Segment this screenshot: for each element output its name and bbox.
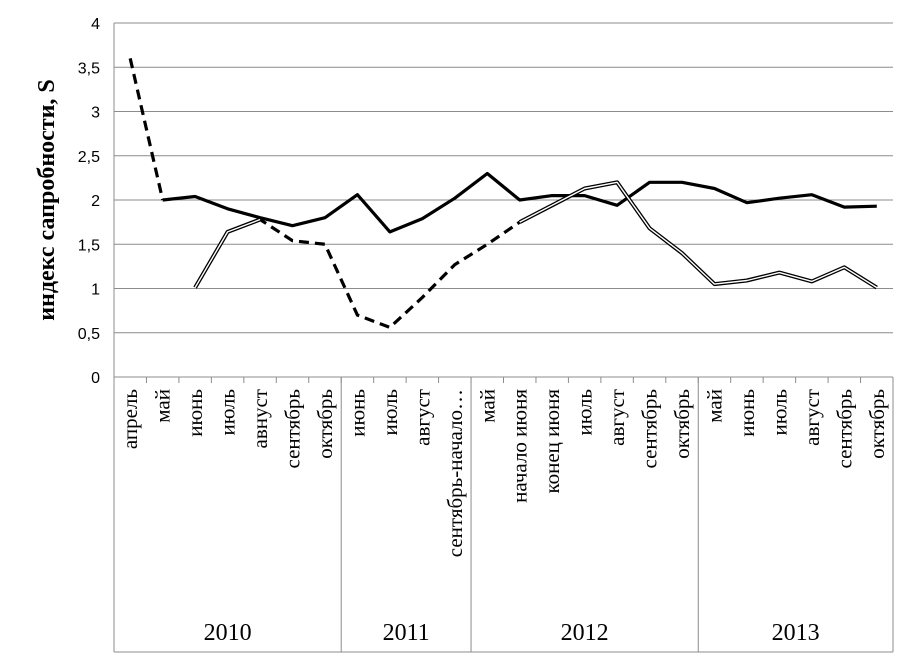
series-line	[128, 58, 165, 201]
x-tick-label: авнуст	[248, 389, 272, 448]
x-tick-label: август	[410, 389, 434, 446]
x-tick-label: июль	[378, 389, 402, 435]
year-groups: 2010 2011 2012 2013	[204, 377, 820, 652]
year-label: 2012	[561, 620, 609, 646]
x-tick-label: июнь	[183, 389, 207, 437]
x-tick-label: июль	[767, 389, 791, 435]
y-tick-label: 3,5	[78, 60, 100, 77]
x-tick-label: начало июня	[508, 389, 532, 503]
series-lines	[128, 58, 878, 330]
series-line-inner	[519, 181, 878, 289]
axes	[113, 23, 894, 653]
year-label: 2011	[383, 620, 430, 646]
y-tick-label: 3	[91, 105, 100, 122]
x-tick-label: сентябрь-начало…	[443, 389, 467, 557]
x-tick-label: октябрь	[670, 389, 694, 459]
series-line	[227, 217, 521, 330]
series-line	[193, 217, 261, 289]
x-tick-label: август	[605, 389, 629, 446]
y-tick-label: 1,5	[78, 237, 100, 254]
x-tick-label: июнь	[735, 389, 759, 437]
x-tick-label: август	[800, 389, 824, 446]
x-tick-label: октябрь	[313, 389, 337, 459]
grid-lines	[114, 22, 893, 334]
x-tick-label: май	[475, 389, 499, 423]
x-tick-label: июль	[573, 389, 597, 435]
x-tick-label: июль	[216, 389, 240, 435]
series-line	[162, 171, 877, 234]
x-axis-ticks: апрель май июнь июль авнуст сентябрь октябрь ию…	[118, 389, 889, 558]
y-tick-label: 2,5	[78, 149, 100, 166]
x-tick-label: сентябрь	[281, 389, 305, 468]
y-tick-label: 0	[91, 370, 100, 387]
x-tick-label: май	[151, 389, 175, 423]
y-tick-label: 1	[91, 282, 100, 299]
y-axis-title: индекс сапробности, S	[34, 79, 60, 321]
x-tick-label: конец июня	[540, 389, 564, 494]
year-label: 2010	[204, 620, 252, 646]
series-line-inner	[194, 218, 261, 288]
x-tick-label: сентябрь	[832, 389, 856, 468]
x-tick-label: июнь	[345, 389, 369, 437]
y-tick-label: 2	[91, 193, 100, 210]
x-tick-label: апрель	[118, 389, 142, 449]
y-tick-label: 4	[91, 16, 100, 33]
x-tick-label: сентябрь	[638, 389, 662, 468]
y-tick-label: 0,5	[78, 326, 100, 343]
x-tick-label: октябрь	[865, 389, 889, 459]
y-axis-ticks: 0 0,5 1 1,5 2 2,5 3 3,5 4	[78, 16, 100, 387]
year-label: 2013	[772, 620, 820, 646]
x-tick-label: май	[702, 389, 726, 423]
